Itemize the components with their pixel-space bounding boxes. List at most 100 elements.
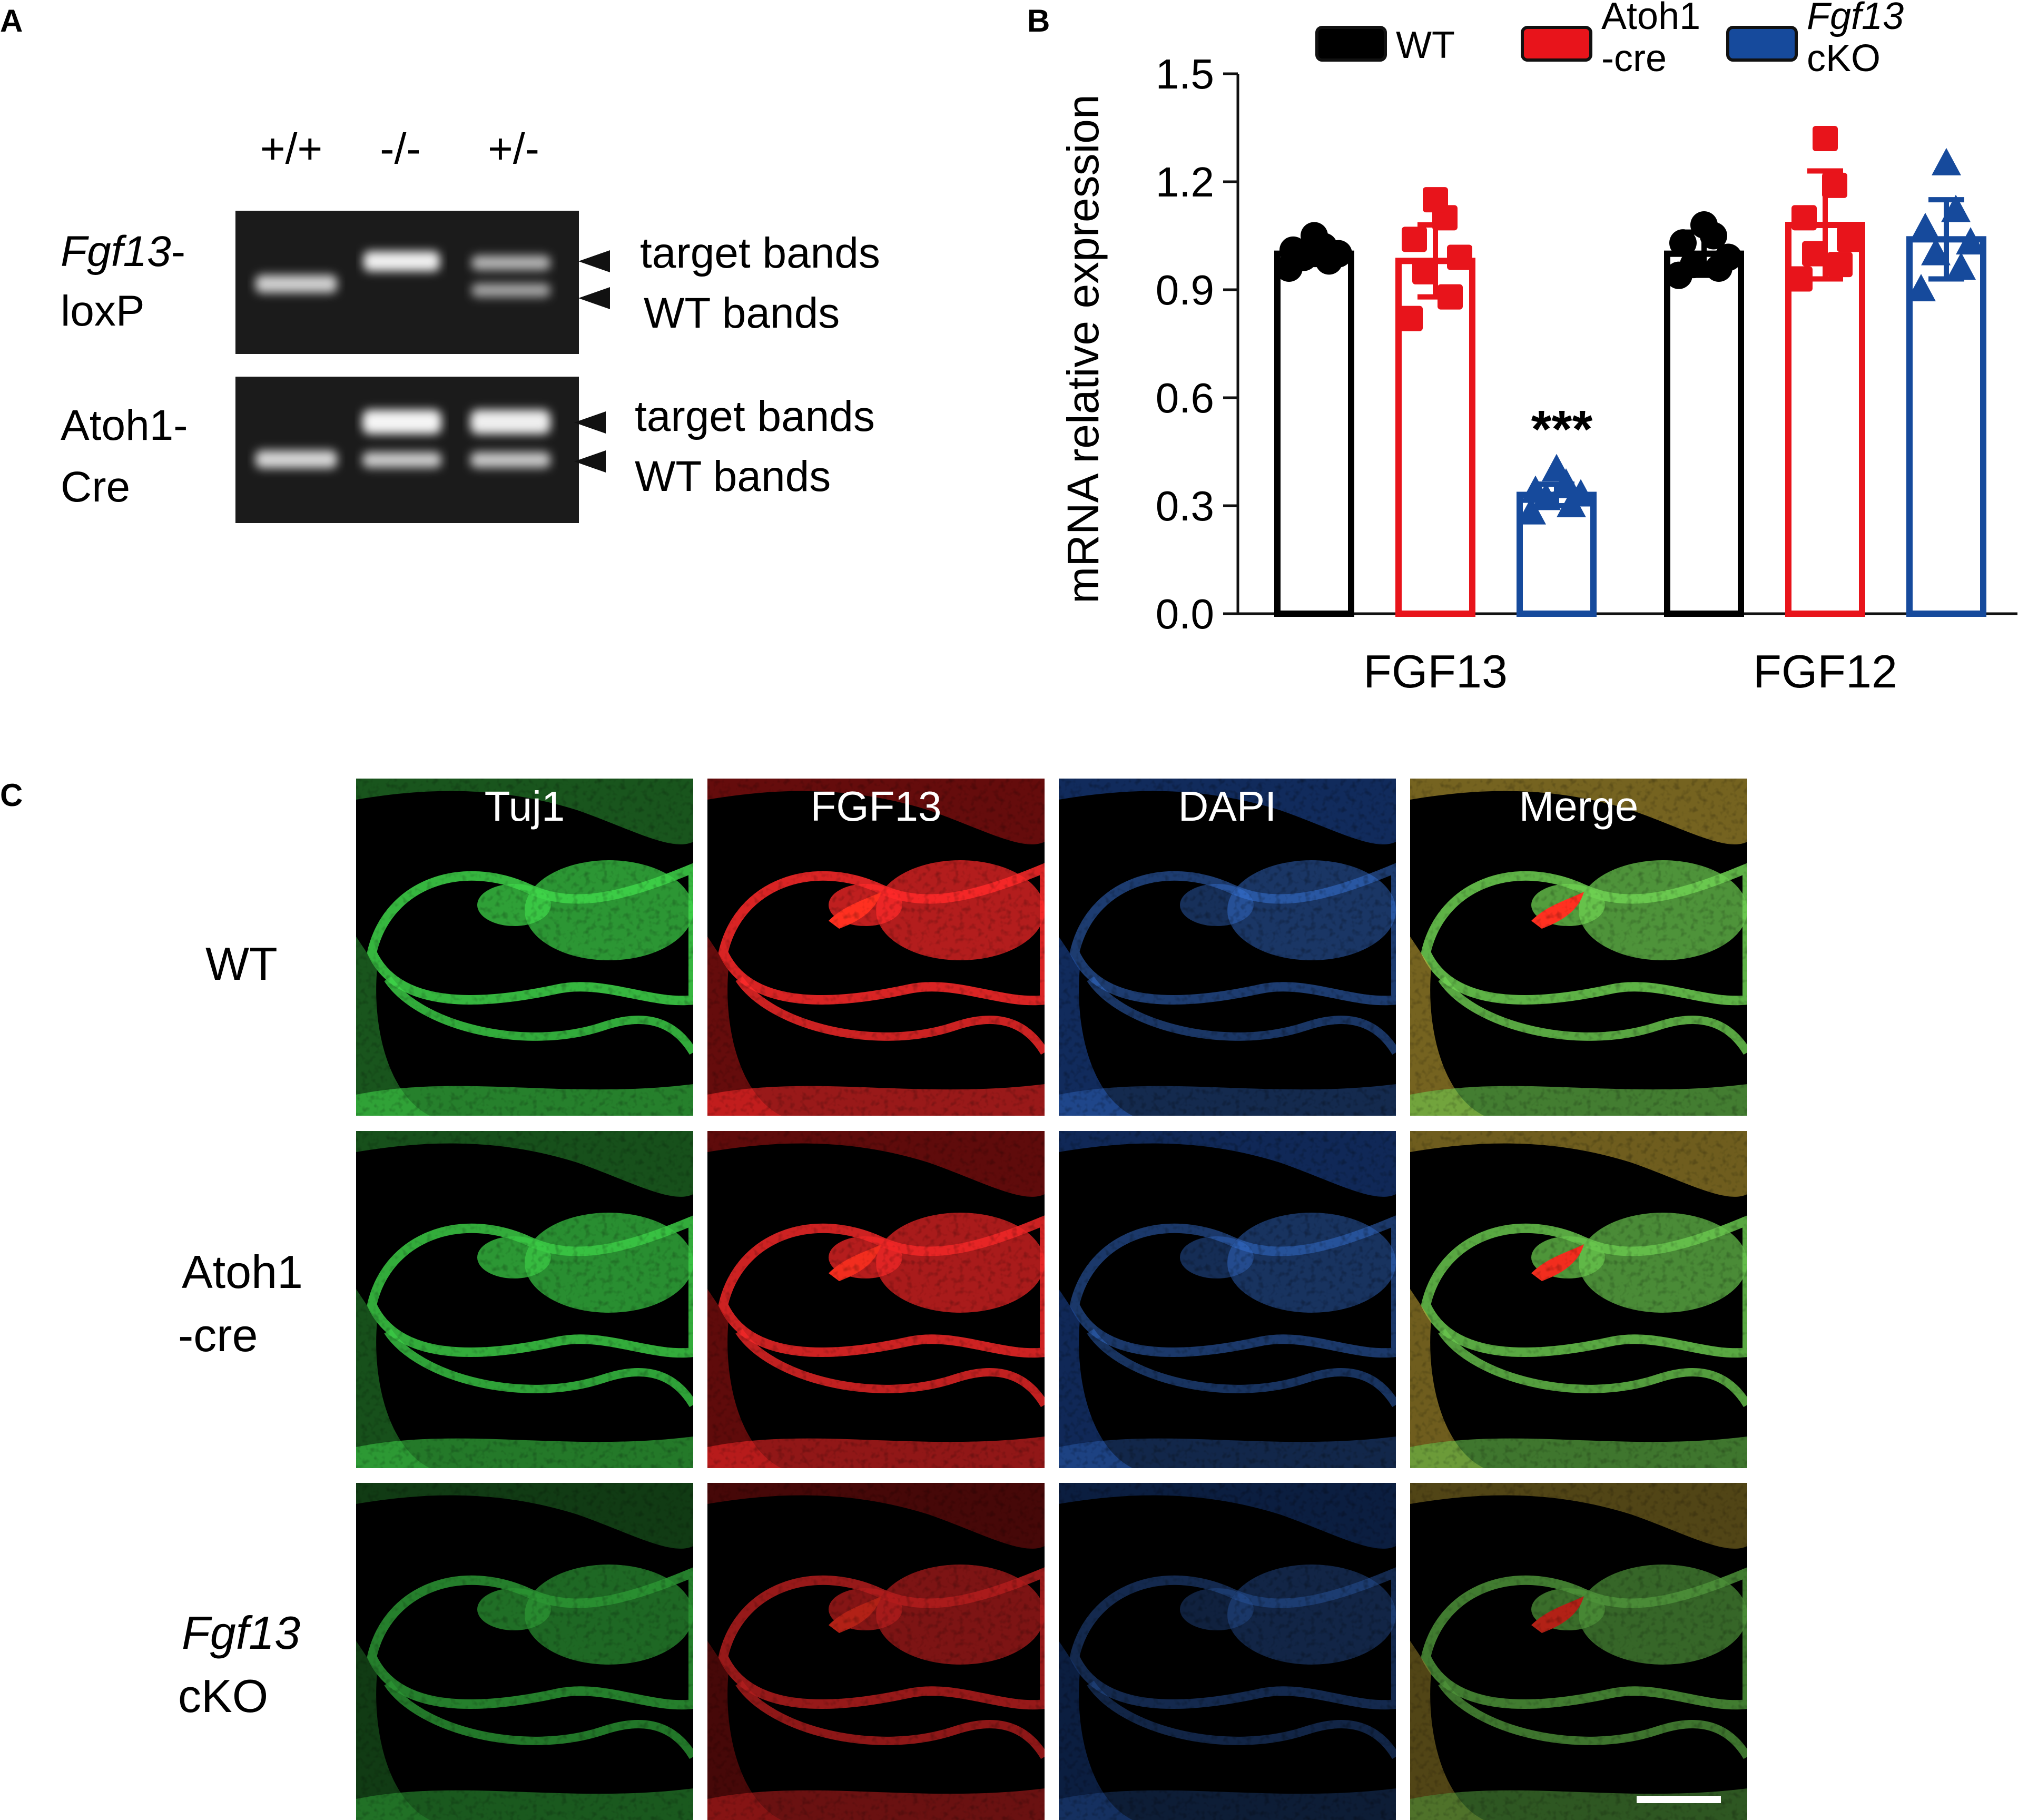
row-label-line1: Fgf13 xyxy=(182,1607,300,1659)
significance-label: *** xyxy=(1531,400,1593,459)
micrograph-tile xyxy=(707,1483,1045,1820)
row-labels: WT Atoh1 -cre Fgf13 cKO xyxy=(178,938,303,1722)
panel-a-letter: A xyxy=(0,3,23,38)
gel1-target-label: target bands xyxy=(640,229,880,277)
texture xyxy=(1059,779,1396,1116)
data-point xyxy=(1669,229,1697,257)
y-tick-label: 0.9 xyxy=(1156,267,1214,313)
data-point xyxy=(1932,147,1961,175)
data-point xyxy=(1521,475,1550,503)
tissue xyxy=(356,1483,693,1820)
y-tick-label: 0.6 xyxy=(1156,375,1214,421)
data-point xyxy=(1690,211,1718,239)
row-label-line2: -cre xyxy=(178,1309,258,1361)
data-point xyxy=(1827,252,1853,278)
gel1-label-line2: loxP xyxy=(61,287,145,335)
data-point xyxy=(1438,284,1463,310)
gel1-wt-label: WT bands xyxy=(644,289,840,337)
data-point xyxy=(1715,243,1742,271)
micrograph-tile xyxy=(707,1131,1045,1468)
micrograph-tile: Merge xyxy=(1410,779,1747,1116)
data-point xyxy=(1787,266,1813,292)
legend-swatch xyxy=(1726,26,1798,62)
arrowhead-icon xyxy=(578,287,610,309)
data-point xyxy=(1802,241,1827,267)
scale-bar xyxy=(1637,1796,1721,1803)
texture xyxy=(1410,1131,1747,1468)
data-point xyxy=(1941,194,1971,222)
data-point xyxy=(1822,172,1847,198)
data-point xyxy=(1423,187,1448,213)
texture xyxy=(1410,1483,1747,1820)
texture xyxy=(356,779,693,1116)
y-axis-label: mRNA relative expression xyxy=(1058,94,1108,603)
tissue xyxy=(1059,1131,1396,1468)
data-point xyxy=(1911,212,1940,240)
legend-label: cKO xyxy=(1807,37,1881,80)
texture xyxy=(707,779,1045,1116)
gel1-label-line1: Fgf13- xyxy=(61,228,185,276)
gel-band xyxy=(471,283,550,297)
data-point xyxy=(1680,251,1707,279)
tissue xyxy=(707,1131,1045,1468)
gel-band xyxy=(363,251,440,271)
data-point xyxy=(1412,259,1438,284)
data-point xyxy=(1921,238,1951,265)
micrograph-tile xyxy=(1059,1131,1396,1468)
lane-label-2: -/- xyxy=(380,125,420,173)
gel-atoh1-cre xyxy=(235,377,579,523)
gel-band xyxy=(255,450,337,468)
gel2-wt-label: WT bands xyxy=(635,452,831,500)
gel-band xyxy=(255,275,337,293)
texture xyxy=(1059,1483,1396,1820)
texture xyxy=(1059,1131,1396,1468)
micrograph-tile xyxy=(356,1131,693,1468)
data-point xyxy=(1791,205,1817,231)
x-category-label: FGF13 xyxy=(1363,645,1508,697)
row-label-line1: Atoh1 xyxy=(182,1246,303,1298)
legend-swatch xyxy=(1315,26,1387,62)
data-point xyxy=(1402,227,1427,252)
legend-label: Fgf13 xyxy=(1807,0,1904,37)
tissue xyxy=(1410,1483,1747,1820)
bar xyxy=(1274,250,1354,617)
data-point xyxy=(1956,227,1985,255)
gel-band xyxy=(471,255,550,270)
lane-label-1: +/+ xyxy=(260,125,323,173)
data-point xyxy=(1542,454,1571,481)
micrograph-tile: FGF13 xyxy=(707,779,1045,1116)
gel-band xyxy=(362,410,441,434)
panel-b: B 0.0 0.3 0.6 0.9 1.2 1.5 mRNA relative expres… xyxy=(1027,0,2017,697)
gel2-label-line2: Cre xyxy=(61,463,130,511)
texture xyxy=(707,1483,1045,1820)
bar-chart: 0.0 0.3 0.6 0.9 1.2 1.5 mRNA relative expressi… xyxy=(1058,0,2017,697)
gel-fgf13-loxp xyxy=(235,211,579,354)
channel-label: DAPI xyxy=(1178,783,1277,830)
data-point xyxy=(1517,497,1546,525)
legend-label: Atoh1 xyxy=(1601,0,1700,37)
x-category-label: FGF12 xyxy=(1753,645,1897,697)
data-point xyxy=(1447,244,1472,270)
data-point xyxy=(1301,222,1328,250)
gel2-target-label: target bands xyxy=(635,392,875,440)
tissue xyxy=(1059,779,1396,1116)
tissue xyxy=(356,1131,693,1468)
y-tick-label: 1.2 xyxy=(1156,159,1214,205)
channel-label: Merge xyxy=(1519,783,1639,830)
data-point xyxy=(1279,236,1307,264)
data-point xyxy=(1946,252,1976,280)
arrowhead-icon xyxy=(574,450,606,473)
channel-label: FGF13 xyxy=(811,783,942,830)
micrograph-grid: Tuj1 FGF13 DAPI Merge xyxy=(356,779,1747,1820)
tissue xyxy=(1059,1483,1396,1820)
micrograph-tile xyxy=(1059,1483,1396,1820)
channel-label: Tuj1 xyxy=(485,783,565,830)
data-point xyxy=(1837,227,1862,252)
legend-label: -cre xyxy=(1601,37,1667,80)
texture xyxy=(356,1483,693,1820)
tissue xyxy=(1410,1131,1747,1468)
y-tick-label: 0.3 xyxy=(1156,483,1214,529)
data-point xyxy=(1551,468,1581,496)
tissue xyxy=(356,779,693,1116)
